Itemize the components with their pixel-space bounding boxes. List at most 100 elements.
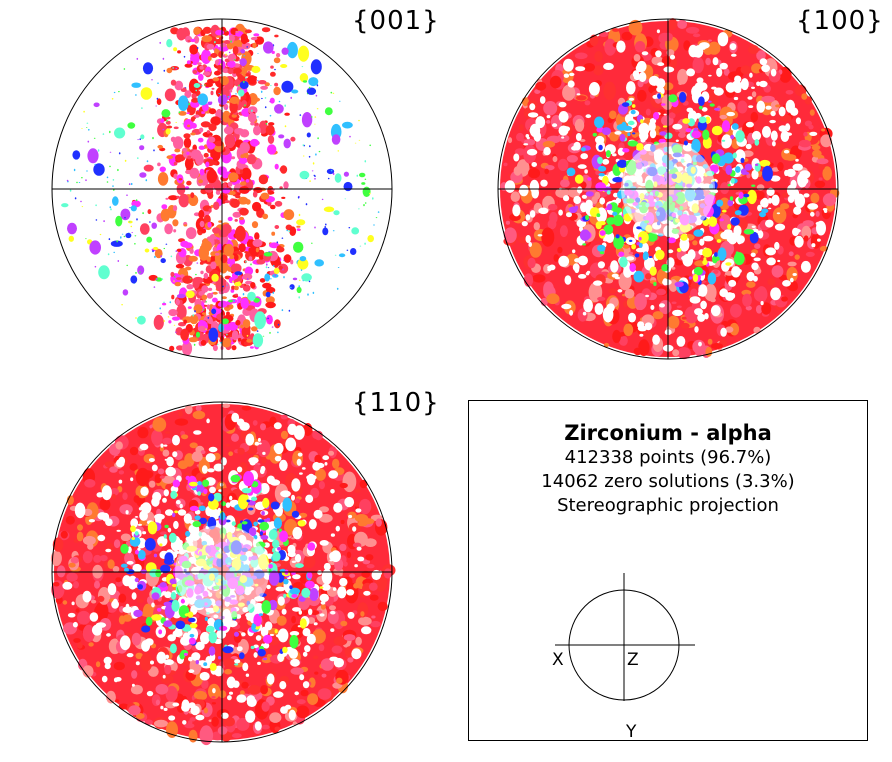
pole-figure-110-texture-blob	[153, 489, 166, 497]
pole-figure-100-texture-blob	[723, 229, 733, 235]
pole-figure-001-texture-blob	[273, 256, 280, 263]
pole-figure-100-texture-blob	[590, 298, 597, 303]
pole-figure-001-texture-blob	[66, 179, 69, 182]
pole-figure-110-texture-blob	[199, 585, 205, 590]
pole-figure-001-texture-blob	[220, 320, 224, 323]
pole-figure-100-texture-blob	[678, 172, 690, 183]
pole-figure-110-texture-blob	[157, 569, 164, 575]
pole-figure-110-texture-blob	[239, 554, 248, 562]
pole-figure-110-texture-blob	[252, 617, 264, 627]
pole-figure-110-texture-blob	[199, 564, 205, 572]
pole-figure-110-texture-blob	[167, 617, 177, 623]
pole-figure-100-texture-blob	[708, 216, 718, 227]
pole-figure-100-texture-blob	[671, 210, 679, 221]
pole-figure-110-texture-blob	[355, 503, 369, 512]
pole-figure-100-texture-blob	[753, 267, 762, 275]
pole-figure-001-texture-blob	[203, 315, 214, 330]
pole-figure-001-texture-blob	[200, 188, 208, 195]
pole-figure-110-texture-blob	[258, 613, 263, 616]
pole-figure-110-texture-blob	[99, 618, 112, 631]
pole-figure-001-texture-blob	[245, 39, 250, 43]
pole-figure-001-texture-blob	[231, 156, 236, 160]
pole-figure-001-texture-blob	[143, 164, 154, 172]
pole-figure-001-texture-blob	[223, 77, 234, 93]
pole-figure-110-texture-blob	[199, 549, 206, 555]
pole-figure-110-texture-blob	[187, 534, 195, 539]
pole-figure-110-texture-blob	[222, 586, 233, 595]
pole-figure-001-texture-blob	[362, 186, 371, 197]
pole-figure-100-texture-blob	[602, 158, 610, 165]
pole-figure-110-texture-blob	[208, 468, 214, 472]
pole-figure-110-texture-blob	[198, 554, 209, 569]
pole-figure-110-texture-blob	[188, 485, 200, 493]
pole-figure-001-texture-blob	[274, 104, 284, 114]
pole-figure-110-texture-blob	[261, 600, 272, 614]
pole-figure-001-texture-blob	[156, 213, 165, 223]
pole-figure-100-texture-blob	[622, 148, 630, 153]
pole-figure-100-texture-blob	[641, 51, 649, 56]
pole-figure-110-texture-blob	[262, 657, 268, 661]
pole-figure-100-texture-blob	[614, 276, 621, 280]
pole-figure-100-texture-blob	[737, 190, 743, 196]
pole-figure-110-texture-blob	[118, 479, 123, 484]
pole-figure-100-texture-blob	[666, 146, 676, 155]
pole-figure-100-texture-blob	[576, 186, 583, 194]
pole-figure-100-texture-blob	[529, 210, 536, 218]
pole-figure-110-texture-blob	[274, 726, 281, 731]
pole-figure-100-texture-blob	[710, 304, 725, 324]
pole-figure-100-texture-blob	[657, 62, 665, 67]
pole-figure-100-texture-blob	[682, 100, 689, 106]
pole-figure-001-texture-blob	[213, 160, 218, 166]
pole-figure-100-texture-blob	[653, 181, 658, 188]
pole-figure-001-texture-blob	[189, 167, 200, 179]
pole-figure-100-texture-blob	[645, 202, 652, 207]
pole-figure-100-texture-blob	[606, 202, 616, 215]
pole-figure-001-texture-blob	[163, 130, 169, 138]
pole-figure-100-texture-blob	[631, 195, 642, 209]
pole-figure-100-texture-blob	[648, 165, 655, 170]
pole-figure-100-texture-blob	[647, 166, 658, 177]
pole-figure-110-texture-blob	[187, 554, 201, 574]
pole-figure-001-texture-blob	[324, 107, 333, 116]
pole-figure-001-texture-blob	[305, 178, 308, 179]
pole-figure-001-texture-blob	[198, 316, 206, 324]
pole-figure-100-texture-blob	[552, 206, 558, 210]
pole-figure-110-texture-blob	[225, 422, 231, 427]
pole-figure-001-texture-blob	[170, 136, 176, 143]
pole-figure-100-texture-blob	[692, 274, 699, 282]
pole-figure-100-texture-blob	[661, 182, 667, 189]
pole-figure-001-texture-blob	[223, 321, 233, 331]
pole-figure-100-texture-blob	[623, 161, 636, 168]
pole-figure-001-texture-blob	[278, 265, 283, 270]
pole-figure-001-texture-blob	[219, 191, 228, 202]
pole-figure-110-texture-blob	[253, 445, 262, 454]
pole-figure-110-texture-blob	[261, 511, 265, 516]
pole-figure-110-texture-blob	[259, 526, 264, 533]
pole-figure-100-texture-blob	[756, 100, 766, 113]
pole-figure-001-texture-blob	[220, 87, 230, 100]
pole-figure-001-texture-blob	[246, 154, 257, 165]
pole-figure-100-texture-blob	[528, 168, 541, 179]
pole-figure-110-texture-blob	[247, 684, 261, 695]
pole-figure-110-texture-blob	[351, 648, 362, 660]
pole-figure-100-texture-blob	[599, 197, 606, 205]
pole-figure-001-texture-blob	[213, 260, 220, 268]
pole-figure-100-texture-blob	[701, 91, 710, 102]
pole-figure-100-texture-blob	[612, 153, 617, 157]
pole-figure-001-texture-blob	[170, 27, 179, 35]
pole-figure-110-texture-blob	[231, 488, 243, 499]
pole-figure-001-texture-blob	[265, 286, 276, 294]
pole-figure-100-texture-blob	[667, 157, 679, 170]
pole-figure-100-texture-blob	[607, 204, 612, 208]
pole-figure-110-texture-blob	[210, 583, 219, 591]
pole-figure-110-texture-blob	[180, 598, 185, 604]
pole-figure-110-texture-blob	[260, 535, 269, 540]
pole-figure-110-texture-blob	[199, 532, 208, 540]
pole-figure-100-texture-blob	[671, 301, 677, 305]
pole-figure-100-texture-blob	[613, 273, 617, 276]
pole-figure-110-texture-blob	[224, 423, 236, 434]
pole-figure-110-texture-blob	[114, 435, 129, 450]
pole-figure-110-texture-blob	[237, 423, 250, 431]
pole-figure-001-texture-blob	[206, 36, 218, 45]
pole-figure-001-texture-blob	[204, 42, 211, 51]
